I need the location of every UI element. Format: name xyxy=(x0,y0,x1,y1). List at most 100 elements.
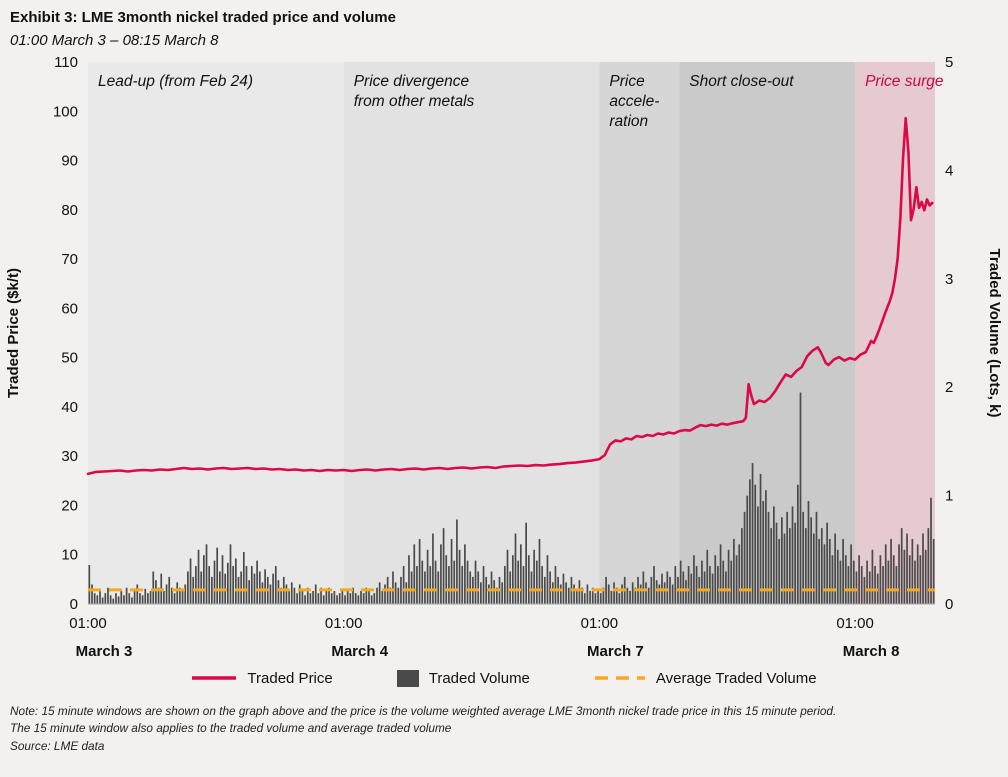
volume-bar xyxy=(634,587,637,604)
volume-bar xyxy=(320,587,322,604)
volume-bar xyxy=(149,590,152,604)
volume-bar xyxy=(424,571,426,604)
volume-bar xyxy=(682,571,685,604)
legend-item-traded-price: Traded Price xyxy=(191,669,333,687)
volume-bar xyxy=(650,576,653,604)
volume-bar xyxy=(594,593,597,604)
volume-bar xyxy=(887,560,890,604)
x-axis-time-label: 01:00 xyxy=(325,615,363,632)
volume-bar xyxy=(509,571,512,604)
volume-bar xyxy=(685,580,687,604)
right-axis-title: Traded Volume (Lots, k) xyxy=(986,249,1003,418)
x-axis-time-label: 01:00 xyxy=(836,615,874,632)
volume-bar xyxy=(820,528,823,604)
volume-bar xyxy=(599,593,602,604)
volume-bar xyxy=(895,566,898,604)
volume-bar xyxy=(642,571,645,604)
volume-bar xyxy=(155,580,157,604)
volume-bar xyxy=(658,584,661,604)
volume-bar xyxy=(330,593,333,604)
volume-bar xyxy=(314,584,317,604)
legend-label-traded-price: Traded Price xyxy=(247,669,333,687)
volume-bar xyxy=(410,571,413,604)
volume-bar xyxy=(922,533,924,604)
volume-bar xyxy=(573,584,575,604)
note-line-1: Note: 15 minute windows are shown on the… xyxy=(10,704,837,718)
volume-bar xyxy=(205,544,208,604)
volume-bar xyxy=(296,593,298,604)
volume-bar xyxy=(530,571,533,604)
volume-bar xyxy=(104,593,107,604)
volume-bar xyxy=(605,576,607,604)
volume-bar xyxy=(309,593,312,604)
legend: Traded Price Traded Volume Average Trade… xyxy=(0,663,1008,693)
volume-bar xyxy=(754,484,757,604)
volume-bar xyxy=(818,538,820,604)
left-axis-tick: 110 xyxy=(54,54,78,71)
volume-bar xyxy=(932,538,935,604)
volume-bar xyxy=(336,595,338,604)
left-axis-tick: 80 xyxy=(61,202,78,219)
volume-bar xyxy=(602,587,605,604)
volume-bar xyxy=(448,566,450,604)
volume-bar xyxy=(597,590,599,604)
volume-bar xyxy=(717,566,719,604)
volume-bar xyxy=(480,582,482,604)
volume-bar xyxy=(722,560,725,604)
volume-bar xyxy=(519,544,522,604)
volume-bar xyxy=(765,490,767,604)
volume-bar xyxy=(445,555,448,604)
volume-bar xyxy=(799,392,802,604)
price-line xyxy=(86,116,934,476)
left-axis-tick: 70 xyxy=(61,251,78,268)
volume-bar xyxy=(141,595,144,604)
volume-bar xyxy=(99,590,101,604)
volume-bar xyxy=(719,544,722,604)
right-axis-tick: 4 xyxy=(945,162,953,179)
volume-bar xyxy=(477,571,480,604)
volume-bar xyxy=(426,549,429,604)
x-axis-day-label: March 7 xyxy=(587,643,644,660)
volume-bar xyxy=(834,533,836,604)
volume-bar xyxy=(346,590,349,604)
volume-bar xyxy=(914,560,916,604)
volume-bar xyxy=(213,560,216,604)
volume-bar xyxy=(229,544,232,604)
x-axis-day-label: March 4 xyxy=(331,643,388,660)
volume-bar xyxy=(125,587,128,604)
volume-bar xyxy=(216,547,219,604)
price-line-sample-icon xyxy=(192,676,237,680)
volume-bar xyxy=(852,560,855,604)
volume-bar xyxy=(514,533,517,604)
volume-bar xyxy=(871,549,874,604)
volume-bar xyxy=(773,506,775,604)
volume-bar xyxy=(218,571,221,604)
volume-bar xyxy=(655,580,658,604)
volume-bar xyxy=(890,538,892,604)
volume-bar xyxy=(453,560,456,604)
left-axis-tick: 60 xyxy=(61,300,78,317)
volume-bar xyxy=(131,597,133,604)
left-axis-tick: 90 xyxy=(61,153,78,170)
volume-bar xyxy=(392,571,394,604)
phase-bands: Lead-up (from Feb 24) Price divergence fro… xyxy=(88,62,944,604)
volume-bar xyxy=(911,538,914,604)
volume-bar xyxy=(882,566,884,604)
volume-bar xyxy=(671,584,674,604)
volume-bar xyxy=(506,549,509,604)
volume-bar xyxy=(855,571,858,604)
volume-bar xyxy=(826,522,828,604)
volume-bar xyxy=(152,571,155,604)
volume-bar xyxy=(242,551,245,604)
volume-bar xyxy=(679,560,682,604)
volume-bar xyxy=(559,584,562,604)
volume-bar xyxy=(357,595,360,604)
volume-bar xyxy=(874,566,876,604)
band-region-3 xyxy=(679,62,856,604)
volume-bar xyxy=(533,549,535,604)
volume-bar xyxy=(496,587,498,604)
volume-bar xyxy=(389,587,392,604)
volume-bar xyxy=(109,595,112,604)
volume-bar xyxy=(168,576,171,604)
volume-bar xyxy=(232,566,235,604)
